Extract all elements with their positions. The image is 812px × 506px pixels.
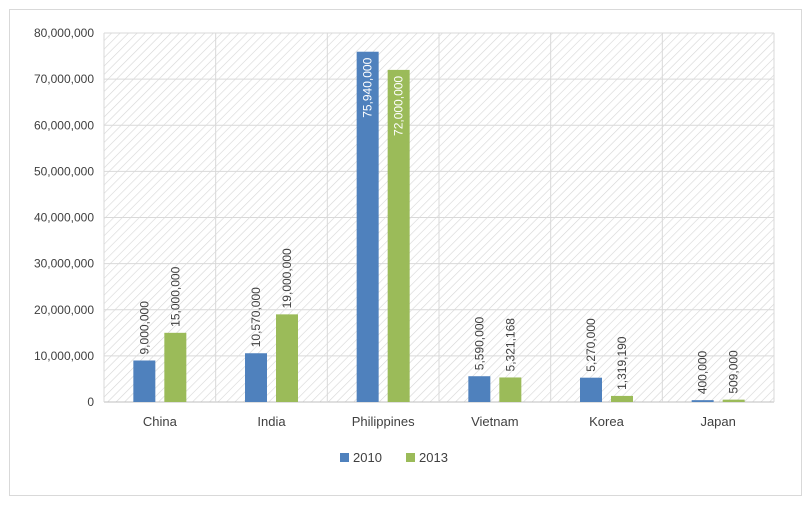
- bar-2010-philippines: [356, 51, 379, 403]
- data-label: 509,000: [727, 350, 741, 394]
- x-tick-label: Japan: [700, 414, 735, 429]
- x-tick-label: China: [143, 414, 178, 429]
- x-tick-label: India: [257, 414, 286, 429]
- data-label: 19,000,000: [280, 248, 294, 308]
- data-label: 5,270,000: [584, 318, 598, 372]
- bar-2010-india: [245, 353, 267, 402]
- legend-label-2013: 2013: [419, 450, 448, 465]
- bar-2013-japan: [722, 399, 745, 402]
- x-tick-label: Philippines: [352, 414, 415, 429]
- legend-swatch-2010: [340, 453, 349, 462]
- bar-2013-philippines: [387, 69, 410, 403]
- bar-2013-india: [276, 314, 298, 402]
- data-label: 5,590,000: [472, 317, 486, 371]
- bar-2010-vietnam: [468, 376, 491, 402]
- bar-2010-china: [133, 360, 156, 402]
- y-tick-label: 0: [87, 395, 94, 409]
- bar-2010-korea: [580, 377, 602, 402]
- x-tick-label: Vietnam: [471, 414, 518, 429]
- y-tick-label: 50,000,000: [34, 164, 94, 178]
- y-tick-label: 10,000,000: [34, 349, 94, 363]
- y-tick-label: 40,000,000: [34, 211, 94, 225]
- y-tick-label: 80,000,000: [34, 26, 94, 40]
- data-label: 9,000,000: [137, 301, 151, 355]
- y-tick-label: 30,000,000: [34, 257, 94, 271]
- data-label: 400,000: [696, 350, 710, 394]
- data-label: 1,319,190: [615, 336, 629, 390]
- data-label: 10,570,000: [249, 287, 263, 347]
- y-tick-label: 60,000,000: [34, 118, 94, 132]
- x-tick-label: Korea: [589, 414, 624, 429]
- legend-swatch-2013: [406, 453, 415, 462]
- y-tick-label: 70,000,000: [34, 72, 94, 86]
- bar-2013-vietnam: [499, 377, 522, 402]
- data-label: 72,000,000: [392, 76, 406, 136]
- legend-label-2010: 2010: [353, 450, 382, 465]
- y-tick-label: 20,000,000: [34, 303, 94, 317]
- bar-2013-china: [164, 332, 187, 402]
- bar-2013-korea: [611, 395, 633, 402]
- bar-2010-japan: [691, 400, 714, 402]
- data-label: 75,940,000: [361, 57, 375, 117]
- data-label: 5,321,168: [503, 318, 517, 372]
- data-label: 15,000,000: [168, 266, 182, 326]
